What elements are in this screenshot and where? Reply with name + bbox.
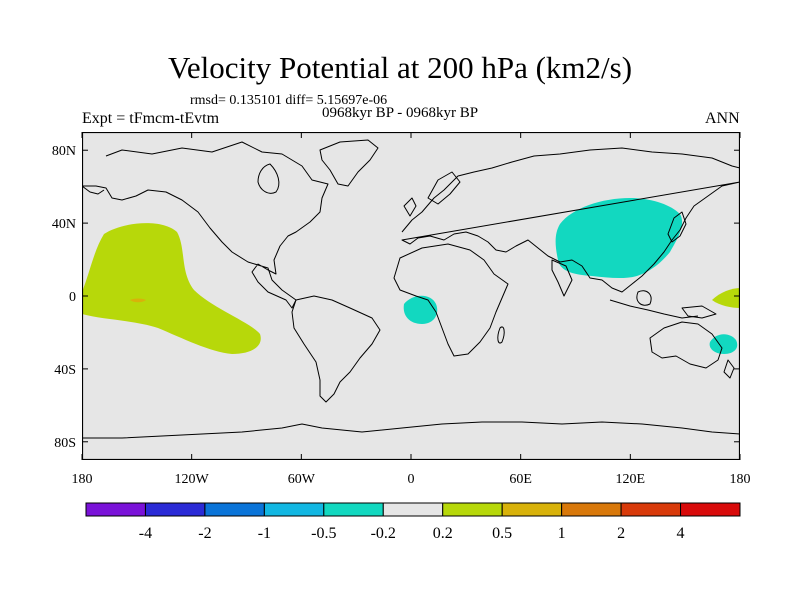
x-tick-label: 180 — [72, 472, 93, 487]
colorbar-label: -2 — [198, 525, 211, 542]
coast-antarctica — [82, 421, 740, 439]
colorbar-box — [561, 502, 622, 517]
coast-scandinavia — [427, 171, 461, 205]
coast-india — [551, 259, 573, 297]
region-central-pacific-positive — [82, 223, 261, 354]
coast-borneo — [636, 290, 652, 306]
coast-australia — [649, 321, 723, 369]
coast-japan — [667, 211, 687, 243]
colorbar: -4 -2 -1 -0.5 -0.2 0.2 0.5 1 2 4 — [85, 502, 741, 542]
colorbar-box — [323, 502, 384, 517]
x-tick-label: 120E — [616, 472, 646, 487]
x-tick-label: 120W — [175, 472, 210, 487]
coast-british-isles — [403, 197, 417, 217]
rmsd-diff-stats: rmsd= 0.135101 diff= 5.15697e-06 — [190, 93, 388, 108]
region-asia-negative — [555, 198, 683, 278]
colorbar-label: 0.2 — [433, 525, 453, 542]
x-tick-label: 60W — [288, 472, 316, 487]
y-tick-label: 0 — [69, 290, 76, 305]
coast-new-guinea — [681, 305, 717, 319]
colorbar-label: -1 — [258, 525, 271, 542]
coastlines — [82, 139, 740, 439]
colorbar-box — [144, 502, 206, 517]
coast-south-america — [291, 295, 381, 403]
colorbar-box — [85, 502, 146, 517]
colorbar-box — [204, 502, 265, 517]
colorbar-box — [263, 502, 325, 517]
world-map — [82, 132, 740, 460]
colorbar-label: -0.2 — [371, 525, 396, 542]
colorbar-box — [680, 502, 741, 517]
coast-indonesia — [609, 299, 699, 319]
colorbar-box — [382, 502, 444, 517]
y-tick-label: 40S — [54, 363, 76, 378]
colorbar-label: -0.5 — [311, 525, 336, 542]
region-tasman-negative — [709, 334, 738, 354]
x-tick-label: 60E — [509, 472, 532, 487]
colorbar-box — [442, 502, 503, 517]
experiment-label: Expt = tFmcm-tEvtm — [82, 110, 220, 127]
coast-greenland — [319, 139, 379, 187]
colorbar-box — [501, 502, 563, 517]
colorbar-label: 2 — [617, 525, 625, 542]
y-tick-label: 80S — [54, 436, 76, 451]
coast-madagascar — [497, 326, 505, 344]
y-tick-label: 40N — [52, 217, 76, 232]
coast-new-zealand — [723, 359, 735, 379]
period-subtitle: 0968kyr BP - 0968kyr BP — [321, 105, 479, 121]
colorbar-label: 1 — [558, 525, 566, 542]
colorbar-label: 0.5 — [492, 525, 512, 542]
colorbar-label: -4 — [139, 525, 152, 542]
coast-africa — [393, 243, 509, 357]
x-tick-label: 0 — [408, 472, 415, 487]
coast-hudson-bay — [257, 163, 280, 194]
colorbar-box — [620, 502, 682, 517]
region-west-pacific-positive — [712, 288, 740, 308]
coast-aleutians — [82, 185, 105, 195]
coast-north-america — [82, 141, 329, 309]
season-label: ANN — [705, 110, 740, 127]
map-title: Velocity Potential at 200 hPa (km2/s) — [167, 50, 633, 85]
longitude-axis: 180 120W 60W 0 60E 120E 180 — [72, 132, 751, 487]
y-tick-label: 80N — [52, 144, 76, 159]
region-southeast-atlantic-negative — [403, 295, 438, 324]
latitude-axis: 80N 40N 0 40S 80S — [52, 144, 740, 451]
field-regions — [82, 198, 740, 354]
region-pacific-small-max — [130, 298, 146, 303]
x-tick-label: 180 — [730, 472, 751, 487]
colorbar-label: 4 — [677, 525, 685, 542]
